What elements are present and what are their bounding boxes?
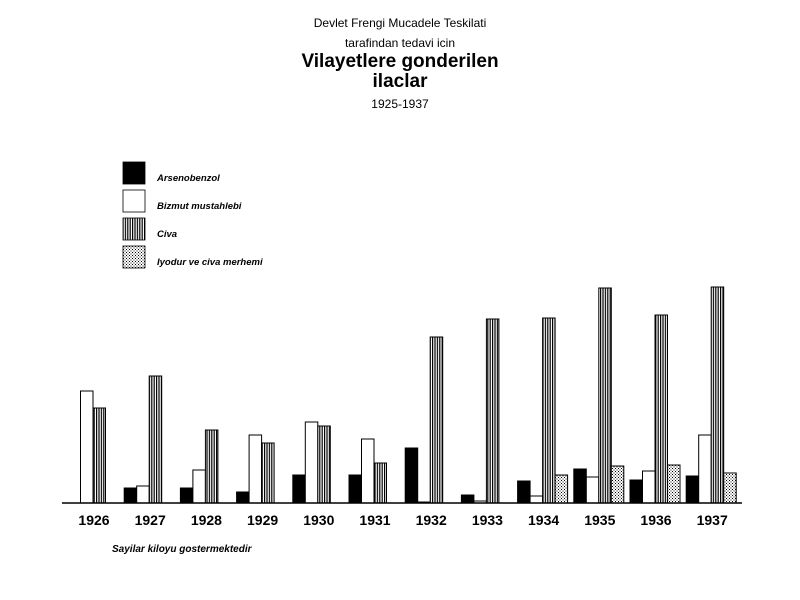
x-tick-label-1927: 1927 xyxy=(135,512,166,528)
bar-civa-1931 xyxy=(373,462,387,504)
bars-group xyxy=(80,286,737,504)
legend-label-bizmut-mustahlebi: Bizmut mustahlebi xyxy=(157,201,242,212)
chart-title-2: ilaclar xyxy=(372,71,428,92)
x-tick-label-1933: 1933 xyxy=(472,512,503,528)
legend-label-iyodur-ve-civa-merhemi: Iyodur ve civa merhemi xyxy=(157,257,263,268)
x-tick-label-1928: 1928 xyxy=(191,512,222,528)
bar-bizmut-mustahlebi-1928 xyxy=(192,469,206,504)
legend-swatch-arsenobenzol xyxy=(122,161,146,185)
bar-arsenobenzol-1928 xyxy=(179,487,194,504)
bar-bizmut-mustahlebi-1927 xyxy=(136,485,150,504)
bar-civa-1928 xyxy=(204,429,219,504)
x-tick-labels: 1926 1927 1928 1929 1930 1931 1932 1933 1934 1935… xyxy=(78,512,728,528)
bar-civa-1937 xyxy=(710,286,725,504)
bar-civa-1929 xyxy=(261,442,275,504)
x-tick-label-1936: 1936 xyxy=(640,512,671,528)
bar-civa-1936 xyxy=(654,314,668,504)
bar-civa-1934 xyxy=(542,317,556,504)
bar-arsenobenzol-1930 xyxy=(292,474,306,504)
chart-title-block: Devlet Frengi Mucadele Teskilati tarafin… xyxy=(0,14,800,114)
legend-swatch-iyodur-ve-civa-merhemi xyxy=(122,245,146,269)
bar-bizmut-mustahlebi-1930 xyxy=(304,421,319,504)
bar-iyodur-ve-civa-merhemi-1934 xyxy=(554,474,569,504)
title-line-2: tarafindan tedavi icin xyxy=(344,36,456,50)
bar-bizmut-mustahlebi-1935 xyxy=(585,476,600,504)
legend-label-civa: Civa xyxy=(157,229,177,240)
bar-bizmut-mustahlebi-1926 xyxy=(80,390,94,504)
bar-bizmut-mustahlebi-1931 xyxy=(361,438,375,504)
bar-civa-1932 xyxy=(429,336,444,504)
bar-arsenobenzol-1929 xyxy=(236,491,250,504)
bar-bizmut-mustahlebi-1936 xyxy=(642,470,656,504)
bar-civa-1933 xyxy=(485,318,500,504)
x-tick-label-1932: 1932 xyxy=(416,512,447,528)
bar-arsenobenzol-1932 xyxy=(404,447,419,504)
bar-civa-1935 xyxy=(598,287,612,504)
chart-legend: Arsenobenzol Bizmut mustahlebi Civa Iyodur … xyxy=(122,161,263,269)
bar-civa-1930 xyxy=(317,425,331,504)
bar-arsenobenzol-1931 xyxy=(348,474,362,504)
bar-arsenobenzol-1933 xyxy=(460,494,475,504)
x-tick-label-1931: 1931 xyxy=(359,512,390,528)
bar-arsenobenzol-1937 xyxy=(685,475,700,504)
bar-bizmut-mustahlebi-1929 xyxy=(248,434,263,504)
legend-swatch-civa xyxy=(122,217,146,241)
bar-arsenobenzol-1935 xyxy=(573,468,587,504)
chart-subtitle-years: 1925-1937 xyxy=(371,97,429,111)
legend-swatch-bizmut-mustahlebi xyxy=(122,189,146,213)
x-tick-label-1934: 1934 xyxy=(528,512,559,528)
x-tick-label-1935: 1935 xyxy=(584,512,615,528)
legend-label-arsenobenzol: Arsenobenzol xyxy=(156,173,220,184)
bar-arsenobenzol-1936 xyxy=(629,479,643,504)
title-line-1: Devlet Frengi Mucadele Teskilati xyxy=(313,16,487,30)
bar-bizmut-mustahlebi-1934 xyxy=(529,495,544,504)
bar-iyodur-ve-civa-merhemi-1935 xyxy=(610,465,625,504)
x-tick-label-1937: 1937 xyxy=(697,512,728,528)
x-tick-label-1926: 1926 xyxy=(78,512,109,528)
chart-title: Vilayetlere gonderilen xyxy=(301,51,499,72)
bar-civa-1927 xyxy=(148,375,163,504)
x-tick-label-1929: 1929 xyxy=(247,512,278,528)
bar-civa-1926 xyxy=(92,407,106,504)
bar-arsenobenzol-1927 xyxy=(123,487,138,504)
bar-iyodur-ve-civa-merhemi-1936 xyxy=(667,464,681,504)
bar-iyodur-ve-civa-merhemi-1937 xyxy=(723,472,737,504)
bar-bizmut-mustahlebi-1937 xyxy=(698,434,712,504)
x-tick-label-1930: 1930 xyxy=(303,512,334,528)
footnote: Sayilar kiloyu gostermektedir xyxy=(112,544,252,555)
bar-arsenobenzol-1934 xyxy=(517,480,531,504)
